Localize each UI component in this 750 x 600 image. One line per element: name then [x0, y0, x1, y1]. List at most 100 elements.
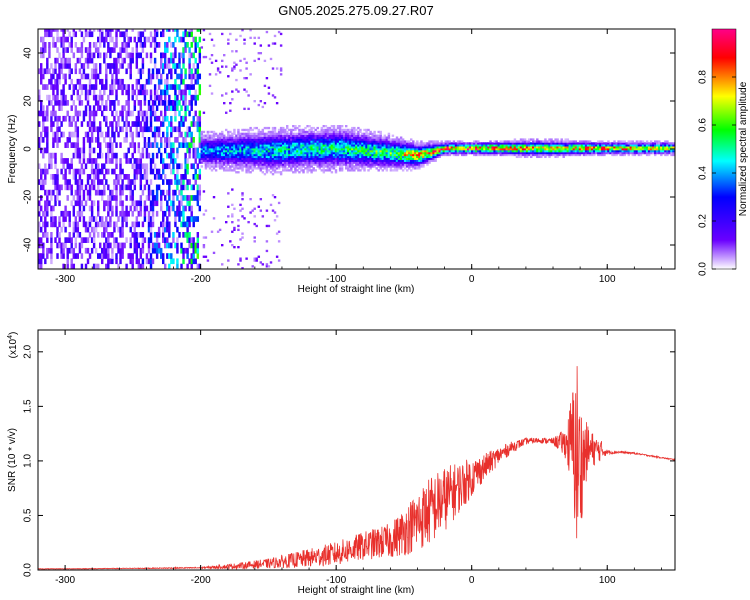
spectrogram-cell — [542, 153, 545, 157]
spectrogram-cell — [64, 142, 67, 148]
spectrogram-cell — [412, 140, 415, 143]
spectrogram-cell — [168, 226, 171, 233]
spectrogram-cell — [38, 89, 41, 96]
spectrogram-cell — [68, 42, 71, 48]
spectrogram-cell — [546, 153, 549, 157]
spectrogram-cell — [210, 230, 214, 233]
spectrogram-cell — [111, 78, 114, 85]
spectrogram-cell — [115, 184, 118, 191]
spectrogram-cell — [135, 94, 139, 101]
spectrogram-cell — [247, 157, 250, 160]
spectrogram-cell — [170, 73, 173, 80]
spectrogram-cell — [166, 216, 169, 222]
spectrogram-cell — [259, 100, 263, 103]
spectrogram-cell — [247, 134, 250, 137]
spectrogram-cell — [198, 36, 202, 43]
spectrogram-cell — [432, 153, 435, 157]
spectrogram-cell — [42, 147, 45, 154]
spectrogram-cell — [68, 168, 71, 175]
spectrogram-cell — [340, 140, 344, 143]
spectrogram-cell — [525, 153, 529, 157]
spectrogram-cell — [353, 159, 356, 162]
spectrogram-cell — [48, 158, 51, 164]
spectrogram-cell — [379, 136, 382, 139]
spectrogram-cell — [188, 232, 191, 238]
spectrogram-cell — [168, 121, 171, 127]
spectrogram-cell — [403, 146, 407, 149]
spectrogram-cell — [273, 96, 277, 99]
spectrogram-cell — [349, 153, 352, 157]
spectrogram-cell — [251, 144, 254, 147]
spectrogram-cell — [149, 205, 153, 212]
spectrogram-cell — [218, 151, 222, 155]
spectrogram-cell — [430, 148, 433, 151]
spectrogram-cell — [184, 142, 187, 148]
spectrogram-cell — [196, 174, 200, 180]
spectrogram-cell — [357, 136, 360, 139]
spectrogram-cell — [111, 89, 114, 96]
spectrogram-cell — [564, 151, 567, 155]
spectrogram-cell — [174, 52, 177, 59]
spectrogram-cell — [349, 150, 352, 153]
spectrogram-cell — [342, 155, 346, 159]
spectrogram-cell — [184, 232, 187, 238]
spectrogram-cell — [544, 140, 547, 143]
spectrogram-cell — [241, 167, 244, 170]
spectrogram-cell — [393, 148, 397, 151]
spectrogram-cell — [111, 232, 114, 238]
spectrogram-marks — [38, 29, 675, 269]
spectrogram-cell — [414, 151, 417, 155]
spectrogram-cell — [296, 126, 299, 130]
spectrogram-cell — [332, 167, 336, 170]
spectrogram-cell — [261, 134, 265, 137]
spectrogram-cell — [255, 153, 258, 157]
spectrogram-cell — [180, 73, 183, 80]
spectrogram-cell — [225, 138, 228, 141]
spectrogram-cell — [241, 165, 244, 168]
spectrogram-cell — [88, 126, 92, 133]
spectrogram-cell — [397, 138, 401, 141]
spectrogram-cell — [296, 136, 299, 139]
spectrogram-cell — [231, 161, 234, 164]
spectrogram-cell — [408, 153, 411, 157]
spectrogram-cell — [288, 136, 291, 139]
spectrogram-cell — [359, 157, 362, 160]
spectrogram-cell — [586, 142, 590, 145]
spectrogram-cell — [188, 258, 191, 265]
spectrogram-cell — [446, 144, 450, 147]
spectrogram-cell — [428, 142, 431, 145]
spectrogram-cell — [310, 161, 313, 164]
spectrogram-cell — [288, 151, 291, 155]
spectrogram-cell — [365, 128, 368, 132]
spectrogram-cell — [235, 153, 238, 157]
spectrogram-cell — [410, 150, 413, 153]
spectrogram-cell — [389, 163, 393, 166]
spectrogram-cell — [334, 157, 338, 160]
spectrogram-cell — [135, 63, 139, 69]
spectrogram-cell — [251, 209, 254, 212]
spectrogram-cell — [149, 158, 153, 164]
spectrogram-cell — [471, 150, 474, 153]
spectrogram-cell — [446, 148, 450, 151]
spectrogram-cell — [97, 126, 100, 133]
spectrogram-cell — [267, 130, 271, 134]
spectrogram-cell — [503, 153, 507, 157]
spectrogram-cell — [265, 169, 269, 172]
spectrogram-cell — [186, 195, 189, 201]
spectrogram-cell — [538, 153, 541, 157]
spectrogram-cell — [568, 146, 572, 149]
spectrogram-cell — [363, 140, 366, 143]
spectrogram-cell — [241, 150, 244, 153]
spectrogram-cell — [300, 140, 303, 143]
spectrogram-cell — [434, 150, 437, 153]
spectrogram-cell — [133, 36, 137, 43]
spectrogram-cell — [253, 207, 256, 210]
spectrogram-cell — [434, 159, 437, 162]
spectrogram-cell — [182, 94, 185, 101]
spectrogram-cell — [517, 142, 521, 145]
spectrogram-cell — [40, 78, 43, 85]
spectrogram-cell — [50, 73, 53, 80]
spectrogram-cell — [194, 168, 197, 175]
spectrogram-cell — [414, 146, 417, 149]
spectrogram-cell — [147, 226, 151, 233]
